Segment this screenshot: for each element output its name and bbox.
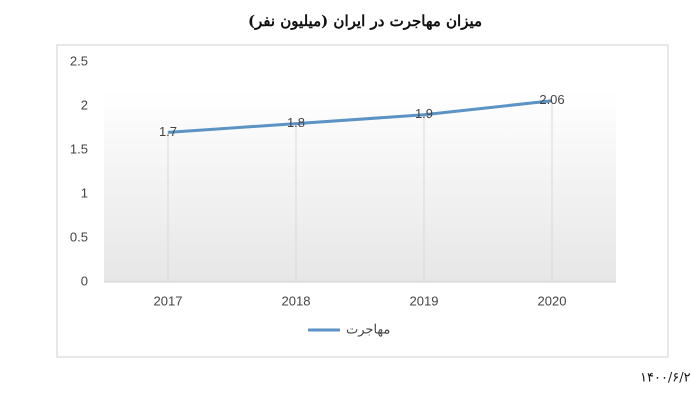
y-tick-label: 2	[81, 97, 88, 112]
plot-area	[104, 90, 616, 282]
data-label: 2.06	[539, 92, 564, 107]
y-tick-label: 1.5	[70, 141, 88, 156]
x-tick-label: 2019	[410, 293, 439, 308]
chart-title: میزان مهاجرت در ایران (میلیون نفر)	[248, 12, 482, 30]
y-tick-label: 1	[81, 185, 88, 200]
data-label: 1.9	[415, 106, 433, 121]
x-tick-label: 2018	[282, 293, 311, 308]
x-tick-label: 2020	[538, 293, 567, 308]
y-tick-label: 2.5	[70, 53, 88, 68]
x-tick-label: 2017	[154, 293, 183, 308]
data-label: 1.7	[159, 124, 177, 139]
legend-label: مهاجرت	[346, 321, 390, 337]
y-tick-label: 0.5	[70, 229, 88, 244]
source-note: منبع: معاونت علمی و فناوری ریاست جمهوری،…	[640, 371, 691, 386]
data-label: 1.8	[287, 115, 305, 130]
series-line	[167, 99, 553, 134]
y-tick-label: 0	[81, 273, 88, 288]
